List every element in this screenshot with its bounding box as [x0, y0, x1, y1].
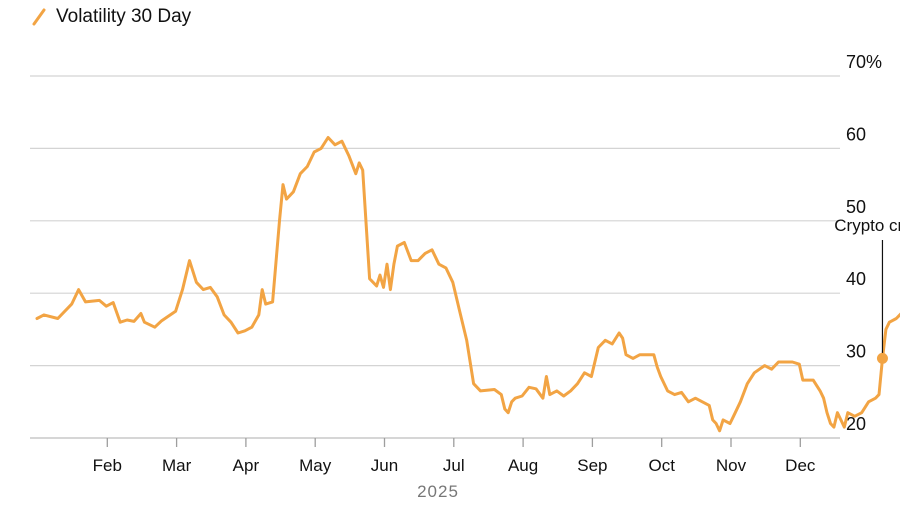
x-tick-label: Feb — [93, 456, 122, 475]
y-tick-label: 60 — [846, 124, 866, 144]
y-tick-label: 40 — [846, 269, 866, 289]
y-tick-label: 20 — [846, 414, 866, 434]
series-group — [35, 136, 900, 433]
x-axis-year-label: 2025 — [417, 482, 459, 501]
x-tick-label: May — [299, 456, 332, 475]
x-tick-label: Mar — [162, 456, 192, 475]
annotations: Crypto crash — [834, 216, 900, 364]
x-tick-label: Jul — [443, 456, 465, 475]
y-tick-label: 50 — [846, 197, 866, 217]
y-tick-label: 70% — [846, 52, 882, 72]
annotation-label: Crypto crash — [834, 216, 900, 235]
legend-label: Volatility 30 Day — [56, 6, 192, 27]
x-tick-label: Jun — [371, 456, 398, 475]
x-axis-ticks: Feb Mar Apr May Jun Jul Aug Sep Oct Nov Dec 2025 — [93, 438, 816, 501]
legend: Volatility 30 Day — [32, 6, 191, 28]
annotation-point — [876, 352, 888, 364]
x-tick-label: Nov — [716, 456, 747, 475]
x-tick-label: Aug — [508, 456, 538, 475]
gridlines — [30, 75, 840, 439]
series-line-volatility — [35, 136, 900, 433]
x-tick-label: Dec — [785, 456, 816, 475]
legend-line-icon — [32, 8, 46, 26]
x-tick-label: Apr — [233, 456, 260, 475]
y-axis-ticks: 70% 60 50 40 30 20 — [846, 52, 882, 434]
x-tick-label: Sep — [577, 456, 607, 475]
y-tick-label: 30 — [846, 342, 866, 362]
x-tick-label: Oct — [648, 456, 675, 475]
